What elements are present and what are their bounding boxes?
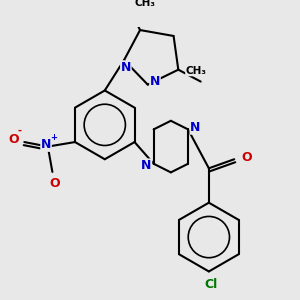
Text: -: - (18, 125, 22, 135)
Text: CH₃: CH₃ (186, 66, 207, 76)
Text: CH₃: CH₃ (135, 0, 156, 8)
Text: N: N (141, 159, 152, 172)
Text: Cl: Cl (204, 278, 217, 291)
Text: N: N (150, 75, 160, 88)
Text: O: O (242, 151, 252, 164)
Text: O: O (8, 133, 19, 146)
Text: N: N (121, 61, 131, 74)
Text: N: N (41, 138, 51, 151)
Text: O: O (49, 177, 59, 190)
Text: +: + (50, 133, 57, 142)
Text: N: N (190, 121, 200, 134)
